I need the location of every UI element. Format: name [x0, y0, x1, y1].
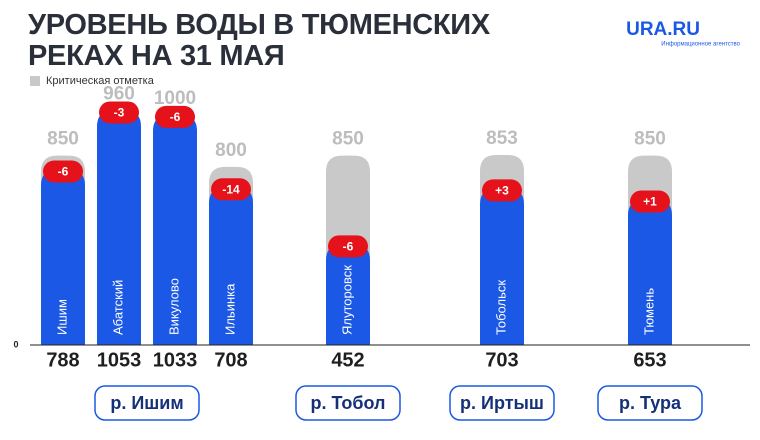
river-label: р. Ишим [110, 393, 183, 413]
level-label: 452 [331, 349, 364, 371]
level-bar [97, 110, 141, 345]
river-button [295, 385, 401, 421]
critical-label: 960 [103, 83, 135, 104]
change-label: -6 [343, 239, 354, 253]
change-label: -6 [170, 110, 181, 124]
river-button [94, 385, 200, 421]
change-label: -14 [222, 182, 240, 196]
legend-label: Критическая отметка [46, 75, 155, 87]
level-label: 708 [214, 349, 247, 371]
y-tick-label: 0 [13, 339, 18, 349]
change-pill [43, 160, 83, 183]
level-bar [209, 187, 253, 345]
category-label: Викулово [166, 278, 181, 335]
critical-label: 853 [486, 128, 518, 149]
category-label: Тобольск [493, 280, 508, 335]
river-button [449, 385, 555, 421]
level-bar [153, 114, 197, 345]
change-pill [99, 101, 139, 124]
brand-subtitle: Информационное агентство [661, 42, 740, 48]
critical-label: 850 [634, 129, 666, 150]
critical-label: 1000 [154, 88, 196, 109]
level-label: 703 [485, 349, 518, 371]
change-label: +3 [495, 184, 509, 198]
change-pill [482, 179, 522, 202]
river-label: р. Тура [619, 393, 682, 413]
river-button [597, 385, 703, 421]
river-label: р. Иртыш [460, 393, 544, 413]
level-bar [480, 188, 524, 345]
change-label: -3 [114, 106, 125, 120]
brand: URA.RU [626, 19, 700, 40]
level-bar [41, 169, 85, 345]
critical-label: 850 [47, 129, 79, 150]
change-pill [211, 178, 251, 201]
legend-swatch [30, 76, 40, 86]
change-pill [328, 235, 368, 258]
level-label: 788 [46, 349, 79, 371]
chart-title: УРОВЕНЬ ВОДЫ В ТЮМЕНСКИХ РЕКАХ НА 31 МАЯ [28, 9, 490, 72]
change-pill [630, 190, 670, 213]
level-bar [326, 244, 370, 345]
category-label: Тюмень [641, 288, 656, 335]
level-label: 1053 [97, 349, 142, 371]
change-label: +1 [643, 195, 657, 209]
critical-label: 850 [332, 129, 364, 150]
critical-label: 800 [215, 140, 247, 161]
change-pill [155, 105, 195, 128]
level-label: 1033 [153, 349, 198, 371]
change-label: -6 [58, 165, 69, 179]
category-label: Ялуторовск [339, 265, 354, 335]
category-label: Ильинка [222, 283, 237, 335]
category-label: Ишим [54, 299, 69, 335]
river-label: р. Тобол [311, 393, 386, 413]
level-label: 653 [633, 349, 666, 371]
category-label: Абатский [110, 280, 125, 335]
level-bar [628, 199, 672, 345]
